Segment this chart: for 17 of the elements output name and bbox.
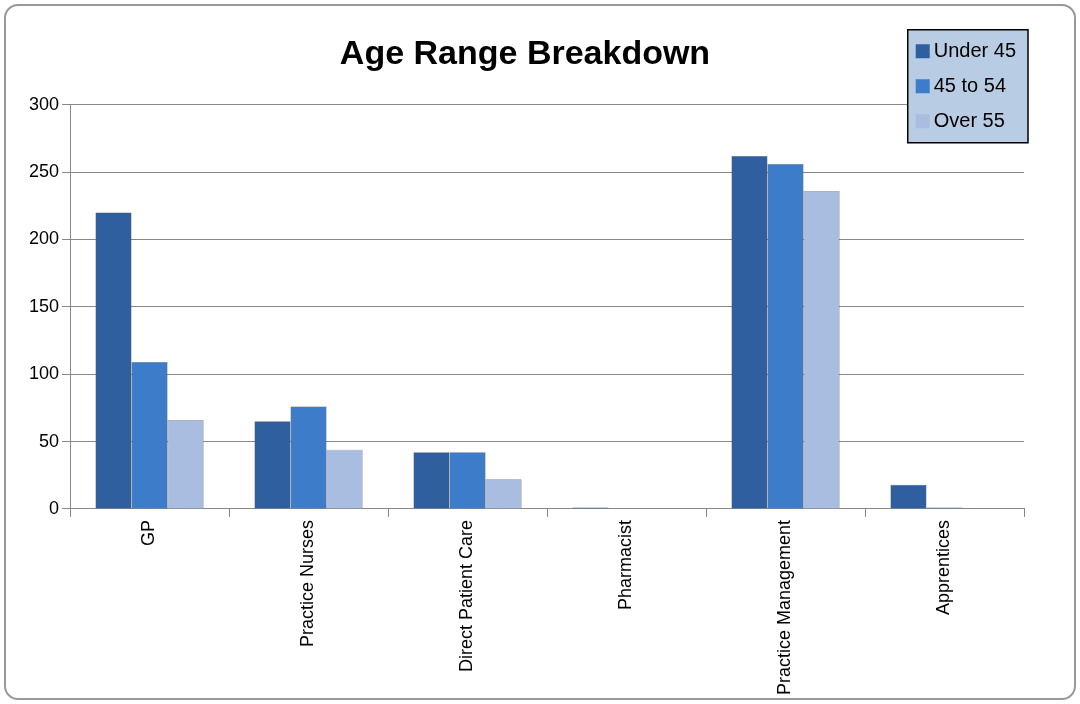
x-tick-label: Pharmacist [615,519,636,610]
x-tick-label: Apprentices [933,519,954,615]
x-tick-label: GP [138,519,159,546]
y-tick-label: 250 [28,161,60,182]
chart-title: Age Range Breakdown [339,32,711,71]
legend-label: Under 45 [933,38,1017,61]
y-tick-label: 100 [28,363,60,384]
y-tick-label: 300 [28,93,60,114]
x-tick-label: Practice Management [774,519,795,696]
legend-label: 45 to 54 [933,73,1007,96]
y-tick-label: 50 [39,430,60,451]
legend-label: Over 55 [933,108,1005,131]
y-tick-label: 150 [28,295,60,316]
x-tick-label: Practice Nurses [297,519,318,647]
x-tick-label: Direct Patient Care [456,519,477,672]
y-tick-label: 200 [28,228,60,249]
y-tick-label: 0 [49,497,60,518]
